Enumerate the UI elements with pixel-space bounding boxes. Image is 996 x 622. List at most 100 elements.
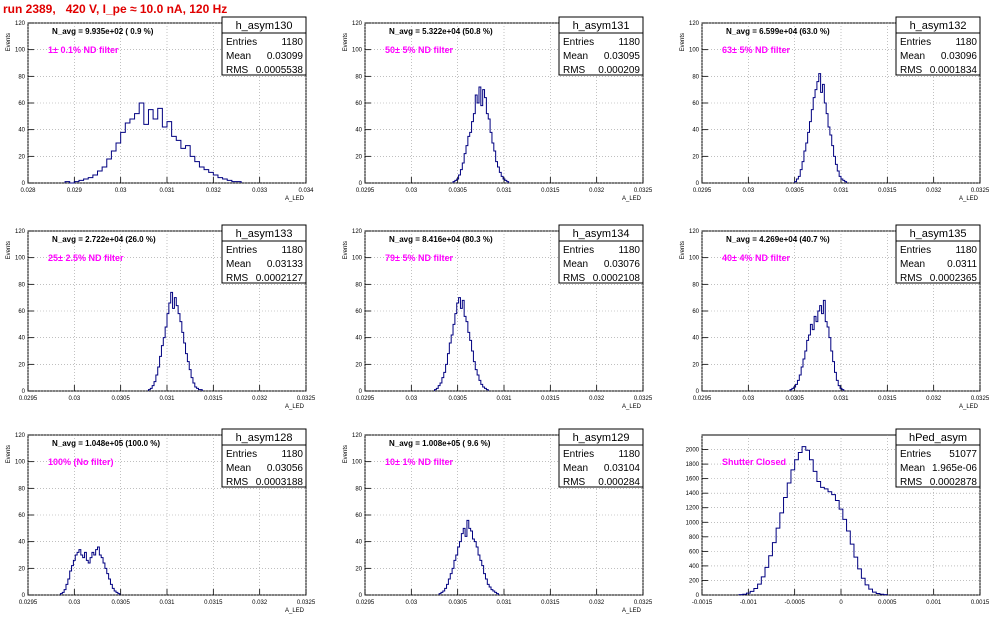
stats-value: 1180 [281, 37, 303, 48]
y-axis-label: Events [343, 445, 349, 463]
x-tick-label: 0.028 [20, 188, 36, 194]
y-tick-label: 100 [352, 48, 363, 54]
x-tick-label: 0.0305 [448, 188, 467, 194]
x-tick-label: 0.031 [159, 396, 175, 402]
panel-h_asym131: 0.0295 0.03 0.0305 0.031 0.0315 0.032 0.0325 0 2… [343, 16, 653, 202]
x-tick-label: 0.03 [68, 396, 80, 402]
x-axis-label: A_LED [622, 196, 642, 202]
y-tick-label: 40 [692, 336, 699, 342]
y-tick-label: 0 [359, 181, 363, 187]
x-tick-label: 0.0315 [878, 396, 897, 402]
stats-value: 1180 [281, 245, 303, 256]
x-axis-label: A_LED [285, 608, 305, 614]
histogram-name: h_asym133 [236, 228, 293, 240]
y-tick-label: 20 [692, 154, 699, 160]
y-tick-label: 0 [22, 181, 26, 187]
x-tick-label: 0.0295 [19, 600, 38, 606]
y-tick-label: 100 [689, 48, 700, 54]
stats-label: RMS [900, 477, 923, 488]
stats-label: Mean [226, 259, 251, 270]
y-tick-label: 120 [352, 21, 363, 27]
histogram-line [147, 291, 203, 391]
stats-box-frame [558, 224, 644, 284]
filter-annotation: 63± 5% ND filter [722, 45, 790, 55]
y-tick-label: 100 [689, 256, 700, 262]
stats-label: Entries [226, 245, 257, 256]
y-tick-label: 40 [18, 128, 25, 134]
stats-value: 0.03099 [267, 51, 304, 62]
panel-hPed_asym: -0.0015 -0.001 -0.0005 0 0.0005 0.001 0.0015 0 2… [686, 428, 990, 606]
x-tick-label: 0.0305 [111, 396, 130, 402]
stats-label: Mean [226, 51, 251, 62]
y-tick-label: 80 [18, 282, 25, 288]
x-tick-label: 0.031 [159, 600, 175, 606]
stats-label: RMS [226, 477, 249, 488]
x-tick-label: 0.0325 [634, 188, 653, 194]
y-tick-label: 0 [359, 389, 363, 395]
stats-value: 1180 [281, 449, 303, 460]
y-tick-label: 40 [18, 540, 25, 546]
x-tick-label: 0.0315 [204, 396, 223, 402]
panel-h_asym129: 0.0295 0.03 0.0305 0.031 0.0315 0.032 0.0325 0 2… [343, 428, 653, 614]
x-tick-label: 0.03 [405, 188, 417, 194]
stats-box-frame [895, 224, 981, 284]
y-tick-label: 100 [15, 48, 26, 54]
y-tick-label: 40 [18, 336, 25, 342]
stats-label: RMS [563, 273, 586, 284]
y-tick-label: 60 [692, 309, 699, 315]
x-tick-label: 0.0305 [785, 396, 804, 402]
x-tick-label: 0.03 [405, 600, 417, 606]
stats-box-frame [895, 428, 981, 488]
x-tick-label: 0.0305 [111, 600, 130, 606]
y-tick-label: 120 [15, 433, 26, 439]
stats-value: 0.0002365 [930, 273, 978, 284]
histogram-name: h_asym134 [573, 228, 630, 240]
x-axis-label: A_LED [285, 404, 305, 410]
stats-label: RMS [226, 273, 249, 284]
run-title: run 2389, 420 V, I_pe ≈ 10.0 nA, 120 Hz [3, 2, 228, 16]
histogram-name: h_asym132 [910, 20, 967, 32]
stats-value: 51077 [949, 449, 977, 460]
stats-label: Mean [563, 463, 588, 474]
stats-value: 0.03096 [941, 51, 978, 62]
y-axis-label: Events [6, 445, 12, 463]
x-tick-label: 0.032 [252, 396, 268, 402]
y-tick-label: 0 [359, 593, 363, 599]
x-tick-label: 0.0325 [297, 396, 316, 402]
y-tick-label: 1600 [686, 477, 700, 483]
y-tick-label: 80 [355, 74, 362, 80]
x-tick-label: 0.032 [589, 396, 605, 402]
y-tick-label: 100 [15, 460, 26, 466]
histogram-name: h_asym135 [910, 228, 967, 240]
y-axis-label: Events [680, 33, 686, 51]
y-tick-label: 1000 [686, 520, 700, 526]
y-tick-label: 120 [352, 433, 363, 439]
stats-value: 0.0003188 [256, 477, 304, 488]
navg-label: N_avg = 1.008e+05 ( 9.6 %) [389, 439, 491, 448]
stats-label: Entries [226, 37, 257, 48]
stats-value: 0.0311 [947, 259, 977, 270]
navg-label: N_avg = 8.416e+04 (80.3 %) [389, 235, 493, 244]
x-tick-label: 0.0325 [634, 600, 653, 606]
filter-annotation: 50± 5% ND filter [385, 45, 453, 55]
histogram-line [64, 102, 242, 184]
stats-label: RMS [900, 273, 923, 284]
x-tick-label: 0.031 [833, 188, 849, 194]
y-tick-label: 2000 [686, 448, 700, 454]
x-tick-label: 0.0325 [971, 396, 990, 402]
panel-h_asym134: 0.0295 0.03 0.0305 0.031 0.0315 0.032 0.0325 0 2… [343, 224, 653, 410]
y-axis-label: Events [343, 33, 349, 51]
x-tick-label: 0.0295 [356, 396, 375, 402]
filter-annotation: 10± 1% ND filter [385, 457, 453, 467]
stats-value: 1180 [618, 37, 640, 48]
x-tick-label: 0.0015 [971, 600, 990, 606]
histogram-name: h_asym131 [573, 20, 630, 32]
histogram-line [452, 86, 510, 183]
navg-label: N_avg = 6.599e+04 (63.0 %) [726, 27, 830, 36]
y-tick-label: 20 [355, 362, 362, 368]
y-tick-label: 80 [18, 486, 25, 492]
y-tick-label: 100 [352, 256, 363, 262]
y-tick-label: 80 [18, 74, 25, 80]
y-tick-label: 60 [18, 309, 25, 315]
x-tick-label: 0.0305 [448, 396, 467, 402]
